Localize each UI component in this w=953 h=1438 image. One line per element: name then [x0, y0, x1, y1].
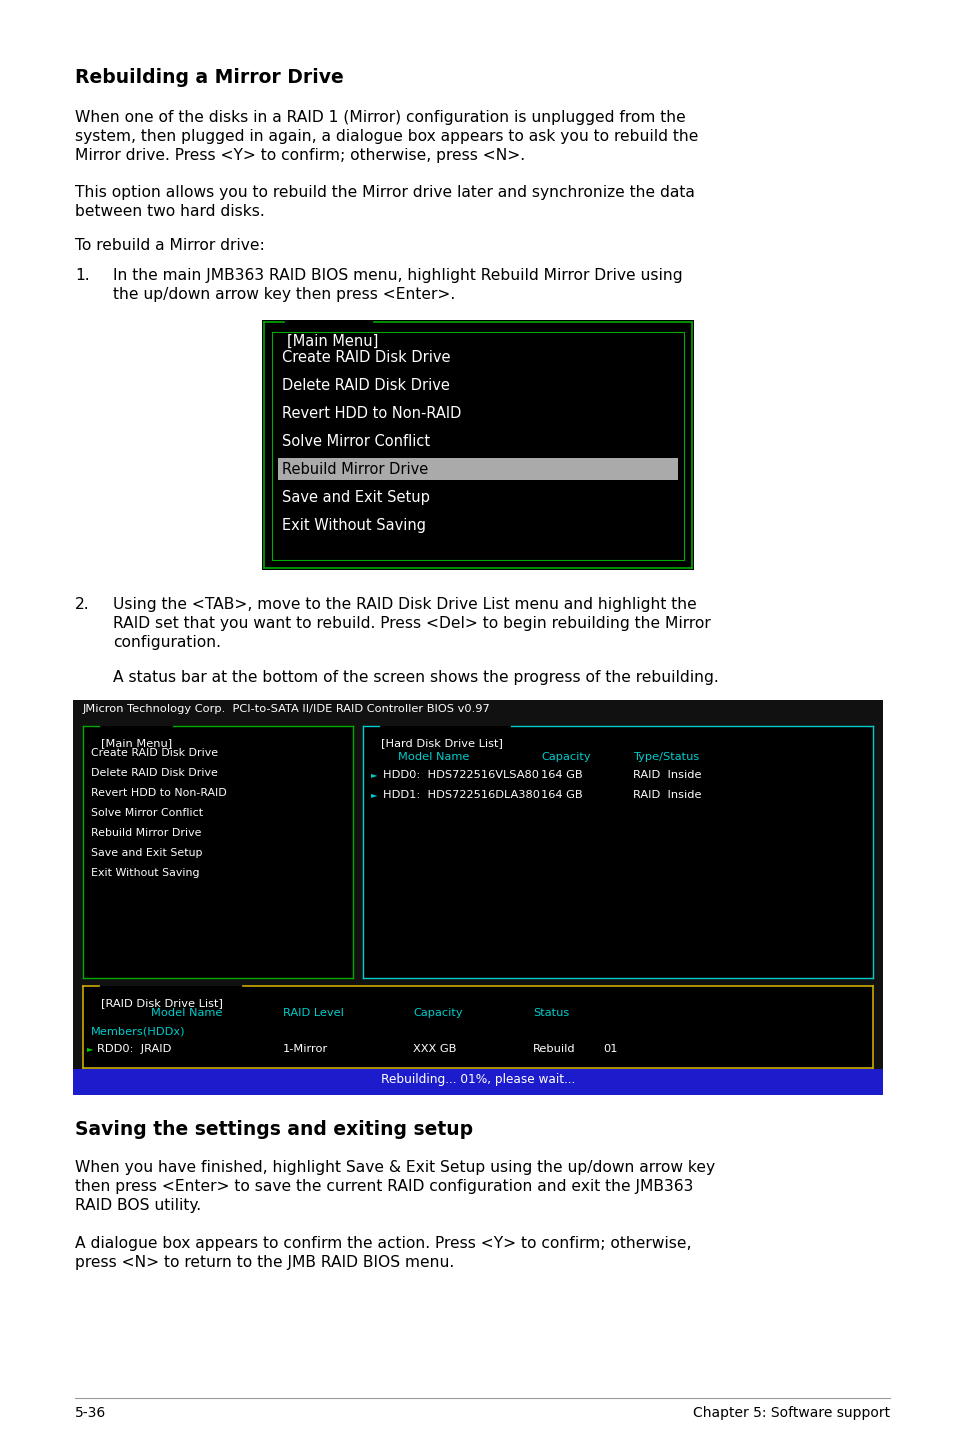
Text: Type/Status: Type/Status — [633, 752, 699, 762]
Text: RAID  Inside: RAID Inside — [633, 769, 700, 779]
Text: Using the <TAB>, move to the RAID Disk Drive List menu and highlight the: Using the <TAB>, move to the RAID Disk D… — [112, 597, 696, 613]
Text: RAID Level: RAID Level — [283, 1008, 343, 1018]
Text: Status: Status — [533, 1008, 569, 1018]
Text: 1-Mirror: 1-Mirror — [283, 1044, 328, 1054]
Text: Create RAID Disk Drive: Create RAID Disk Drive — [282, 349, 450, 365]
Text: 1.: 1. — [75, 267, 90, 283]
Text: In the main JMB363 RAID BIOS menu, highlight Rebuild Mirror Drive using: In the main JMB363 RAID BIOS menu, highl… — [112, 267, 682, 283]
Bar — [83, 986, 872, 1068]
Text: Save and Exit Setup: Save and Exit Setup — [282, 490, 430, 505]
Text: 01: 01 — [602, 1044, 617, 1054]
Text: [Hard Disk Drive List]: [Hard Disk Drive List] — [380, 738, 502, 748]
Text: 164 GB: 164 GB — [540, 789, 582, 800]
Text: Saving the settings and exiting setup: Saving the settings and exiting setup — [75, 1120, 473, 1139]
Text: XXX GB: XXX GB — [413, 1044, 456, 1054]
Text: then press <Enter> to save the current RAID configuration and exit the JMB363: then press <Enter> to save the current R… — [75, 1179, 693, 1194]
Text: ►: ► — [87, 1044, 93, 1053]
Text: the up/down arrow key then press <Enter>.: the up/down arrow key then press <Enter>… — [112, 288, 455, 302]
Text: Rebuild Mirror Drive: Rebuild Mirror Drive — [91, 828, 201, 838]
Text: RAID  Inside: RAID Inside — [633, 789, 700, 800]
Text: Exit Without Saving: Exit Without Saving — [282, 518, 426, 533]
Text: press <N> to return to the JMB RAID BIOS menu.: press <N> to return to the JMB RAID BIOS… — [75, 1255, 454, 1270]
Text: Mirror drive. Press <Y> to confirm; otherwise, press <N>.: Mirror drive. Press <Y> to confirm; othe… — [75, 148, 524, 162]
Bar — [277, 457, 678, 480]
Bar — [83, 726, 353, 978]
Text: To rebuild a Mirror drive:: To rebuild a Mirror drive: — [75, 239, 265, 253]
Text: system, then plugged in again, a dialogue box appears to ask you to rebuild the: system, then plugged in again, a dialogu… — [75, 129, 698, 144]
Text: Rebuild Mirror Drive: Rebuild Mirror Drive — [282, 462, 428, 477]
Text: A dialogue box appears to confirm the action. Press <Y> to confirm; otherwise,: A dialogue box appears to confirm the ac… — [75, 1237, 691, 1251]
Text: Model Name: Model Name — [151, 1008, 222, 1018]
Text: Exit Without Saving: Exit Without Saving — [91, 869, 199, 879]
Text: Solve Mirror Conflict: Solve Mirror Conflict — [282, 434, 430, 449]
Text: When one of the disks in a RAID 1 (Mirror) configuration is unplugged from the: When one of the disks in a RAID 1 (Mirro… — [75, 109, 685, 125]
Text: 164 GB: 164 GB — [540, 769, 582, 779]
Bar — [73, 1068, 882, 1094]
Text: A status bar at the bottom of the screen shows the progress of the rebuilding.: A status bar at the bottom of the screen… — [112, 670, 718, 684]
Bar — [363, 726, 872, 978]
Bar — [262, 321, 693, 569]
Text: Capacity: Capacity — [413, 1008, 462, 1018]
Text: Revert HDD to Non-RAID: Revert HDD to Non-RAID — [91, 788, 227, 798]
Text: between two hard disks.: between two hard disks. — [75, 204, 265, 219]
Text: Delete RAID Disk Drive: Delete RAID Disk Drive — [91, 768, 217, 778]
Text: 5-36: 5-36 — [75, 1406, 106, 1419]
Text: Rebuilding... 01%, please wait...: Rebuilding... 01%, please wait... — [380, 1073, 575, 1086]
Text: Chapter 5: Software support: Chapter 5: Software support — [692, 1406, 889, 1419]
Text: ►: ► — [371, 789, 377, 800]
Text: [Main Menu]: [Main Menu] — [101, 738, 172, 748]
Text: Rebuild: Rebuild — [533, 1044, 575, 1054]
Text: ►: ► — [371, 769, 377, 779]
Bar — [73, 700, 882, 1094]
Text: 2.: 2. — [75, 597, 90, 613]
Text: Create RAID Disk Drive: Create RAID Disk Drive — [91, 748, 218, 758]
Text: JMicron Technology Corp.  PCI-to-SATA II/IDE RAID Controller BIOS v0.97: JMicron Technology Corp. PCI-to-SATA II/… — [83, 705, 490, 715]
Text: RAID BOS utility.: RAID BOS utility. — [75, 1198, 201, 1214]
Text: This option allows you to rebuild the Mirror drive later and synchronize the dat: This option allows you to rebuild the Mi… — [75, 186, 694, 200]
Text: Model Name: Model Name — [397, 752, 469, 762]
Text: [Main Menu]: [Main Menu] — [287, 334, 378, 349]
Text: Members(HDDx): Members(HDDx) — [91, 1025, 185, 1035]
Text: Rebuilding a Mirror Drive: Rebuilding a Mirror Drive — [75, 68, 343, 88]
Text: HDD1:  HDS722516DLA380: HDD1: HDS722516DLA380 — [382, 789, 539, 800]
Text: Revert HDD to Non-RAID: Revert HDD to Non-RAID — [282, 406, 461, 421]
Text: HDD0:  HDS722516VLSA80: HDD0: HDS722516VLSA80 — [382, 769, 538, 779]
Text: When you have finished, highlight Save & Exit Setup using the up/down arrow key: When you have finished, highlight Save &… — [75, 1160, 715, 1175]
Text: Capacity: Capacity — [540, 752, 590, 762]
Text: Solve Mirror Conflict: Solve Mirror Conflict — [91, 808, 203, 818]
Text: RAID set that you want to rebuild. Press <Del> to begin rebuilding the Mirror: RAID set that you want to rebuild. Press… — [112, 615, 710, 631]
Text: RDD0:  JRAID: RDD0: JRAID — [97, 1044, 172, 1054]
Text: Save and Exit Setup: Save and Exit Setup — [91, 848, 202, 858]
Text: Delete RAID Disk Drive: Delete RAID Disk Drive — [282, 378, 450, 393]
Text: configuration.: configuration. — [112, 636, 221, 650]
Text: [RAID Disk Drive List]: [RAID Disk Drive List] — [101, 998, 223, 1008]
